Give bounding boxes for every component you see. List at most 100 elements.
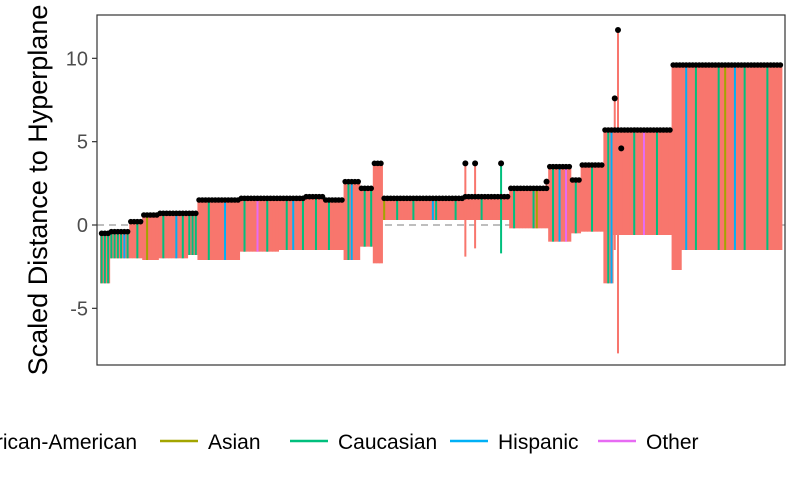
legend-item: Caucasian xyxy=(290,431,437,454)
segment-fill xyxy=(600,165,604,232)
data-point xyxy=(339,197,345,203)
segment-fill xyxy=(554,166,559,242)
segment-fill xyxy=(151,215,156,260)
segment-fill xyxy=(142,215,146,260)
segment-fill xyxy=(408,198,413,220)
segment-fill xyxy=(704,65,708,250)
segment-fill xyxy=(505,196,510,220)
segment-fill xyxy=(515,188,520,229)
legend-label: Hispanic xyxy=(498,431,579,454)
segment-fill xyxy=(372,163,377,264)
segment-fill xyxy=(281,198,286,250)
y-axis-label: Scaled Distance to Hyperplane xyxy=(23,5,53,376)
segment-fill xyxy=(483,196,487,220)
segment-fill xyxy=(674,65,679,270)
segment-fill xyxy=(428,198,432,220)
y-tick-label: 10 xyxy=(66,48,88,70)
data-point xyxy=(667,127,673,133)
segment-fill xyxy=(298,198,302,250)
segment-fill xyxy=(210,200,215,260)
segment-fill xyxy=(502,196,507,220)
segment-fill xyxy=(288,198,293,250)
segment-fill xyxy=(457,198,461,220)
segment-fill xyxy=(548,166,552,242)
segment-fill xyxy=(635,130,640,235)
segment-fill xyxy=(700,65,705,250)
segment-fill xyxy=(340,200,344,250)
segment-fill xyxy=(522,188,526,229)
segment-fill xyxy=(177,213,182,259)
data-point xyxy=(543,185,550,192)
segment-fill xyxy=(226,200,231,260)
data-point xyxy=(777,62,784,68)
segment-fill xyxy=(249,198,254,252)
segment-fill xyxy=(772,65,776,250)
segment-fill xyxy=(171,213,176,259)
segment-fill xyxy=(603,130,608,284)
legend-item: Asian xyxy=(160,431,261,454)
segment-fill xyxy=(184,213,189,259)
segment-fill xyxy=(246,198,250,252)
segment-fill xyxy=(168,213,172,259)
legend: African-American Asian Caucasian Hispanic Ot… xyxy=(0,431,699,454)
segment-fill xyxy=(746,65,750,250)
segment-fill xyxy=(268,198,273,252)
segment-fill xyxy=(528,188,533,229)
segment-fill xyxy=(678,65,682,270)
segment-fill xyxy=(421,198,426,220)
spike-point xyxy=(611,95,618,102)
segment-fill xyxy=(200,200,205,260)
segment-fill xyxy=(236,200,241,260)
segment-fill xyxy=(275,198,280,252)
segment-fill xyxy=(707,65,711,250)
segment-fill xyxy=(353,181,357,260)
data-point xyxy=(193,210,199,217)
segment-fill xyxy=(155,215,159,260)
segment-fill xyxy=(710,65,715,250)
segment-fill xyxy=(518,188,523,229)
segment-fill xyxy=(538,188,543,229)
segment-fill xyxy=(671,65,676,270)
segment-fill xyxy=(629,130,634,235)
spike-point xyxy=(498,160,505,167)
segment-fill xyxy=(317,196,322,250)
segment-fill xyxy=(476,196,481,220)
spike-point xyxy=(618,145,625,152)
segment-fill xyxy=(509,188,513,229)
segment-fill xyxy=(466,196,471,220)
data-point xyxy=(355,178,361,185)
data-point xyxy=(566,163,573,170)
segment-fill xyxy=(330,200,335,250)
data-point xyxy=(368,185,374,192)
segment-fill xyxy=(197,200,202,260)
segment-fill xyxy=(752,65,757,250)
segment-fill xyxy=(583,165,588,232)
segment-fill xyxy=(713,65,718,250)
segment-fill xyxy=(132,221,137,259)
spike-point xyxy=(543,178,550,185)
data-point xyxy=(598,162,605,168)
data-point xyxy=(378,160,384,167)
data-point xyxy=(576,177,582,183)
segment-fill xyxy=(294,198,299,250)
y-tick-label: -5 xyxy=(70,298,88,320)
segment-fill xyxy=(337,200,341,250)
segment-fill xyxy=(158,213,163,259)
legend-item: African-American xyxy=(0,431,137,454)
segment-fill xyxy=(645,130,650,235)
segment-fill xyxy=(749,65,754,250)
segment-fill xyxy=(658,130,663,235)
segment-fill xyxy=(541,188,546,229)
segment-fill xyxy=(778,65,783,250)
segment-fill xyxy=(580,165,585,232)
segment-fill xyxy=(324,200,328,250)
segment-fill xyxy=(775,65,780,250)
segment-fill xyxy=(320,196,325,250)
segment-fill xyxy=(307,196,312,250)
segment-fill xyxy=(385,198,390,220)
segment-fill xyxy=(756,65,760,250)
segment-fill xyxy=(726,65,731,250)
legend-label: Other xyxy=(646,431,699,454)
segment-fill xyxy=(359,188,364,247)
spike-point xyxy=(614,27,621,33)
